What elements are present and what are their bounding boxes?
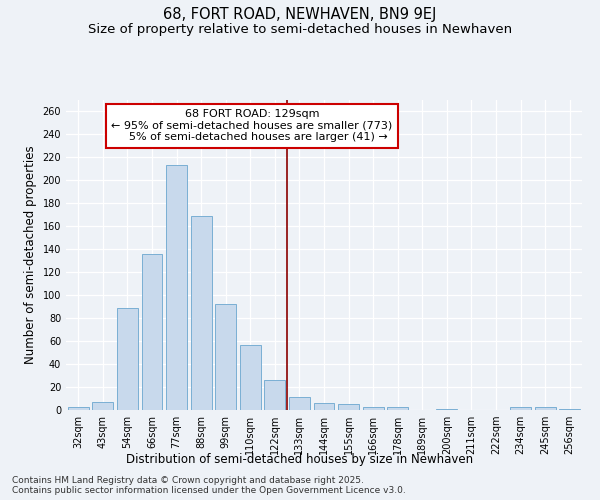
Text: 68, FORT ROAD, NEWHAVEN, BN9 9EJ: 68, FORT ROAD, NEWHAVEN, BN9 9EJ <box>163 8 437 22</box>
Bar <box>436 409 457 410</box>
Bar <box>191 216 212 410</box>
Bar <box>166 166 187 410</box>
Bar <box>117 308 138 410</box>
Bar <box>240 344 261 410</box>
Y-axis label: Number of semi-detached properties: Number of semi-detached properties <box>24 146 37 364</box>
Text: Contains HM Land Registry data © Crown copyright and database right 2025.
Contai: Contains HM Land Registry data © Crown c… <box>12 476 406 495</box>
Bar <box>362 406 383 410</box>
Bar <box>68 406 89 410</box>
Bar <box>92 402 113 410</box>
Bar <box>535 406 556 410</box>
Bar <box>559 409 580 410</box>
Bar <box>215 304 236 410</box>
Bar <box>142 254 163 410</box>
Text: 68 FORT ROAD: 129sqm
← 95% of semi-detached houses are smaller (773)
    5% of s: 68 FORT ROAD: 129sqm ← 95% of semi-detac… <box>111 110 392 142</box>
Bar <box>314 403 334 410</box>
Bar <box>387 406 408 410</box>
Text: Size of property relative to semi-detached houses in Newhaven: Size of property relative to semi-detach… <box>88 22 512 36</box>
Text: Distribution of semi-detached houses by size in Newhaven: Distribution of semi-detached houses by … <box>127 452 473 466</box>
Bar <box>510 406 531 410</box>
Bar <box>289 398 310 410</box>
Bar <box>265 380 286 410</box>
Bar <box>338 404 359 410</box>
